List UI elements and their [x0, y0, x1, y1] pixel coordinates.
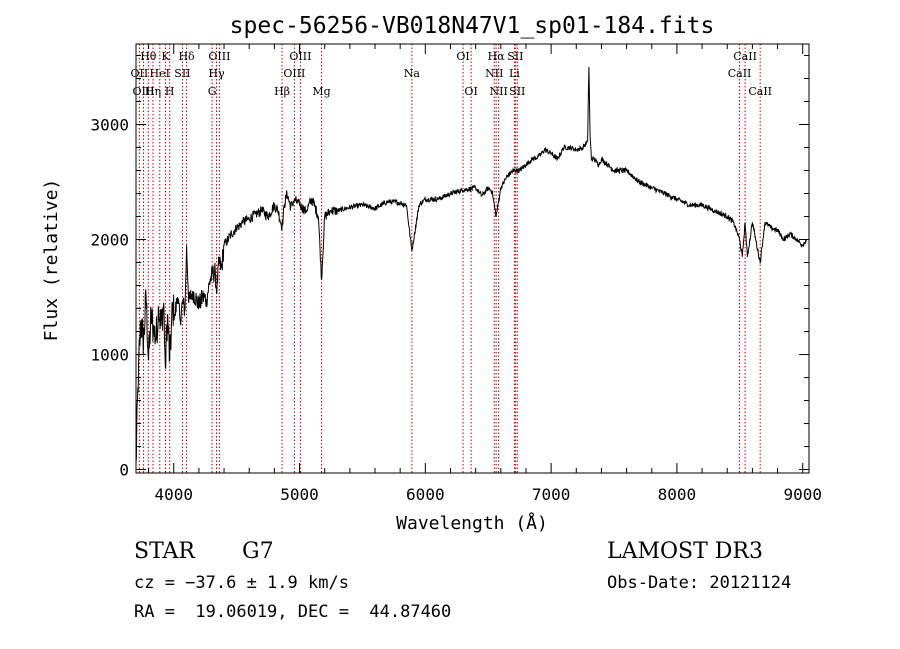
line-label-24: SII [509, 85, 525, 98]
x-tick-label: 6000 [406, 485, 445, 504]
y-tick-label: 0 [119, 461, 129, 480]
y-tick-label: 1000 [90, 346, 129, 365]
line-label-3: Hη [145, 85, 161, 98]
x-axis-ticks: 4000 5000 6000 7000 8000 9000 [148, 44, 822, 504]
chart-title: spec-56256-VB018N47V1_sp01-184.fits [230, 13, 715, 39]
line-label-19: Hα [488, 50, 506, 63]
line-label-22: SII [507, 50, 523, 63]
y-tick-label: 2000 [90, 231, 129, 250]
line-label-11: G [208, 85, 217, 98]
object-type: STAR [134, 539, 195, 564]
redshift-value: cz = −37.6 ± 1.9 km/s [134, 573, 349, 593]
line-label-8: Hδ [178, 50, 195, 63]
spectral-line-markers [138, 44, 761, 473]
survey-name: LAMOST DR3 [607, 539, 763, 564]
spectrum-line [135, 66, 807, 464]
line-label-14: Hβ [274, 85, 290, 98]
line-label-5: HeI [150, 67, 170, 80]
line-label-4: K [161, 50, 170, 63]
line-label-21: NII [490, 85, 508, 98]
x-axis-label: Wavelength (Å) [396, 512, 548, 534]
line-label-15: Mg [312, 85, 330, 98]
line-label-1: OII [131, 67, 149, 80]
line-label-12: OIII [289, 50, 311, 63]
line-label-13: OIII [283, 67, 305, 80]
y-axis-label: Flux (relative) [41, 179, 62, 342]
x-tick-label: 5000 [280, 485, 319, 504]
line-label-23: Li [509, 67, 520, 80]
line-label-20: NII [485, 67, 503, 80]
coordinates: RA = 19.06019, DEC = 44.87460 [134, 602, 452, 622]
line-label-2: OIII [133, 85, 155, 98]
plot-frame [135, 43, 810, 474]
line-label-10: Hγ [208, 67, 225, 80]
line-label-25: CaII [733, 50, 757, 63]
line-label-16: Na [404, 67, 421, 80]
line-label-7: H [165, 85, 175, 98]
line-label-6: SII [174, 67, 190, 80]
x-tick-label: 9000 [783, 485, 822, 504]
line-label-0: Hθ [140, 50, 157, 63]
subclass: G7 [242, 539, 274, 564]
line-label-9: OIII [208, 50, 230, 63]
x-tick-label: 7000 [532, 485, 571, 504]
x-tick-label: 8000 [658, 485, 697, 504]
x-tick-label: 4000 [154, 485, 193, 504]
line-label-27: CaII [748, 85, 772, 98]
line-label-17: OI [456, 50, 469, 63]
observation-date: Obs-Date: 20121124 [607, 573, 792, 593]
y-tick-label: 3000 [90, 116, 129, 135]
y-axis-ticks: 0 1000 2000 3000 [90, 55, 809, 480]
line-label-18: OI [464, 85, 477, 98]
line-label-26: CaII [728, 67, 752, 80]
